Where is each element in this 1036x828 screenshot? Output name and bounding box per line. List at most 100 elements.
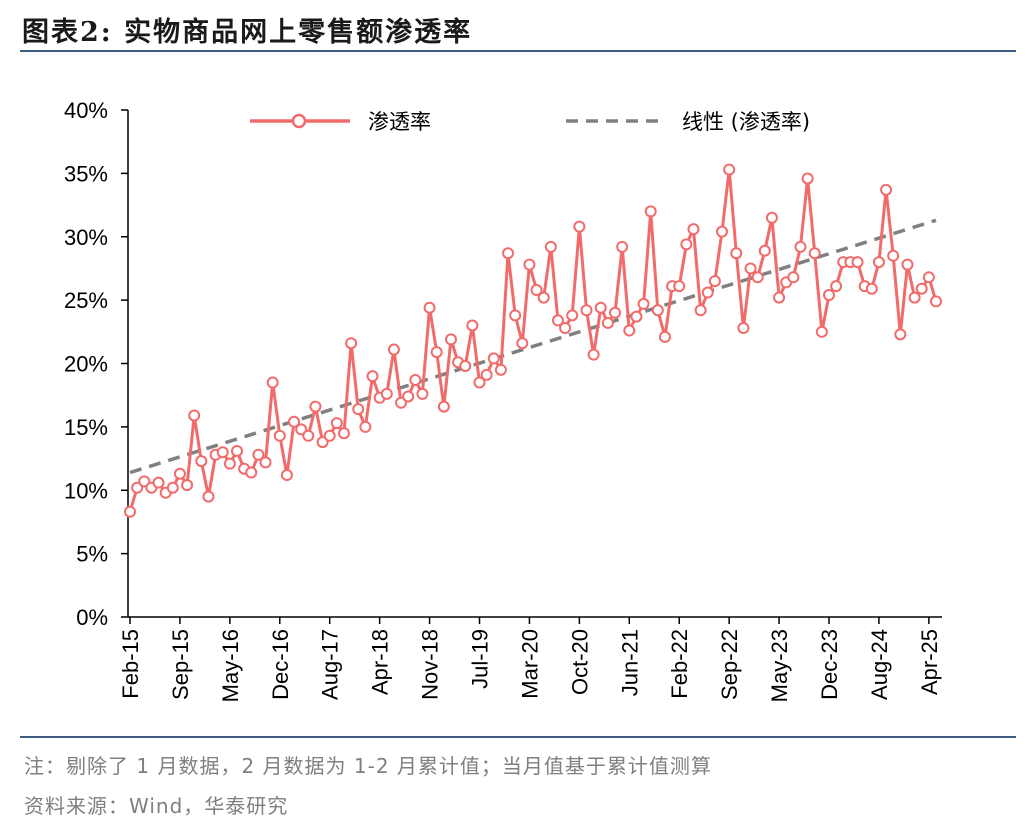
data-point	[444, 333, 457, 346]
data-point	[559, 322, 572, 335]
y-tick-label: 15%	[64, 415, 108, 440]
data-point	[316, 436, 329, 449]
data-point	[808, 247, 821, 260]
data-point	[459, 360, 472, 373]
data-point	[758, 244, 771, 257]
data-point	[523, 258, 536, 271]
data-point	[609, 306, 622, 319]
data-point	[173, 467, 186, 480]
data-point	[880, 183, 893, 196]
y-tick-label: 10%	[64, 478, 108, 503]
data-point	[416, 387, 429, 400]
x-tick-label: Sep-22	[717, 629, 742, 700]
data-point	[509, 309, 522, 322]
data-point	[473, 376, 486, 389]
data-point	[466, 319, 479, 332]
data-point	[266, 376, 279, 389]
data-point	[273, 429, 286, 442]
data-point	[723, 163, 736, 176]
data-point	[395, 396, 408, 409]
footer-divider	[20, 736, 1016, 738]
y-tick-label: 25%	[64, 288, 108, 313]
x-tick-label: May-16	[218, 629, 243, 702]
data-point	[480, 368, 493, 381]
data-point	[894, 328, 907, 341]
data-point	[551, 314, 564, 327]
y-axis: 0% 5% 10% 15% 20% 25% 30% 35% 40%	[64, 98, 129, 630]
legend: 渗透率 线性 (渗透率)	[250, 110, 810, 134]
x-tick-label: May-23	[767, 629, 792, 702]
data-point	[330, 417, 343, 430]
y-tick-label: 0%	[76, 605, 108, 630]
data-point	[359, 420, 372, 433]
data-point	[544, 240, 557, 253]
y-tick-label: 5%	[76, 542, 108, 567]
data-point	[787, 271, 800, 284]
data-point	[701, 286, 714, 299]
x-tick-label: Dec-23	[817, 629, 842, 700]
data-point	[387, 343, 400, 356]
data-point	[901, 258, 914, 271]
data-point	[851, 256, 864, 269]
x-tick-label: Nov-18	[418, 629, 443, 700]
data-point	[865, 282, 878, 295]
data-point	[516, 337, 529, 350]
data-point	[494, 363, 507, 376]
data-point	[502, 247, 515, 260]
data-point	[566, 309, 579, 322]
data-point	[908, 291, 921, 304]
x-tick-label: Mar-20	[517, 629, 542, 699]
legend-swatch-penetration-marker	[291, 113, 307, 129]
x-tick-label: Aug-24	[867, 629, 892, 700]
data-point	[181, 479, 194, 492]
legend-label-penetration: 渗透率	[368, 110, 431, 134]
data-point	[337, 427, 350, 440]
y-tick-label: 20%	[64, 352, 108, 377]
x-tick-label: Feb-22	[667, 629, 692, 699]
data-point	[166, 481, 179, 494]
data-point	[794, 240, 807, 253]
data-point	[323, 429, 336, 442]
x-tick-label: Dec-16	[268, 629, 293, 700]
data-point	[637, 297, 650, 310]
source-note: 资料来源：Wind，华泰研究	[24, 794, 289, 818]
data-point	[345, 337, 358, 350]
data-point	[658, 330, 671, 343]
data-point	[751, 271, 764, 284]
data-point	[223, 457, 236, 470]
y-tick-label: 35%	[64, 161, 108, 186]
x-tick-label: Jun-21	[617, 629, 642, 696]
data-point	[730, 247, 743, 260]
data-point	[773, 291, 786, 304]
chart-area: 0% 5% 10% 15% 20% 25% 30% 35% 40% Feb-15 Sep-15 Ma…	[64, 98, 942, 702]
data-point	[680, 238, 693, 251]
data-point	[737, 322, 750, 335]
data-point	[309, 400, 322, 413]
data-point	[673, 280, 686, 293]
x-tick-label: Aug-17	[318, 629, 343, 700]
data-point	[295, 423, 308, 436]
data-point	[651, 304, 664, 317]
x-tick-label: Feb-15	[118, 629, 143, 699]
data-point	[437, 400, 450, 413]
x-tick-label: Apr-18	[368, 629, 393, 695]
data-point	[252, 448, 265, 461]
data-point	[188, 409, 201, 422]
data-point	[823, 289, 836, 302]
data-point	[630, 310, 643, 323]
data-point	[601, 316, 614, 329]
data-point	[380, 387, 393, 400]
data-point	[930, 295, 942, 308]
data-point	[302, 429, 315, 442]
data-point	[587, 348, 600, 361]
data-point	[765, 211, 778, 224]
data-point	[872, 256, 885, 269]
data-point	[887, 249, 900, 262]
data-point	[280, 469, 293, 482]
data-point	[744, 262, 757, 275]
data-point	[694, 304, 707, 317]
data-point	[687, 223, 700, 236]
x-tick-label: Oct-20	[567, 629, 592, 695]
y-tick-label: 30%	[64, 225, 108, 250]
data-point	[245, 466, 258, 479]
